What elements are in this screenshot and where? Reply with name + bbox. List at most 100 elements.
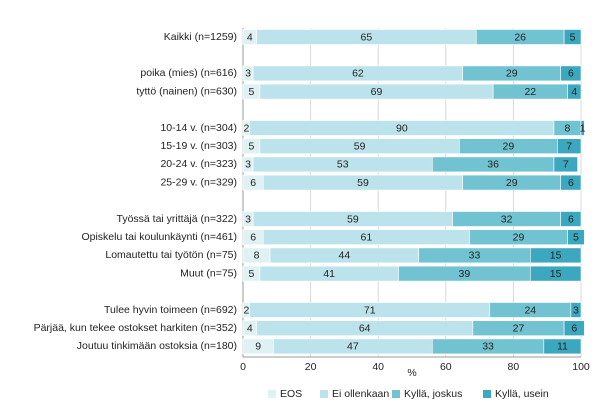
data-label: 29	[506, 68, 518, 80]
data-label: 65	[361, 31, 373, 43]
x-tick-label: 80	[508, 361, 520, 373]
bar-segment	[560, 174, 582, 191]
bar-segment	[567, 83, 582, 100]
y-tick-label: Pärjää, kun tekee ostokset harkiten (n=3…	[34, 322, 237, 334]
bar-segment	[563, 320, 585, 337]
data-label: 41	[323, 268, 335, 280]
x-tick-label: 100	[572, 361, 590, 373]
bar-segment	[580, 120, 585, 136]
data-label: 29	[506, 177, 518, 189]
data-label: 44	[339, 250, 351, 262]
data-label: 29	[513, 231, 525, 243]
data-label: 5	[249, 86, 255, 98]
data-label: 26	[514, 31, 526, 43]
x-tick-label: 0	[240, 361, 246, 373]
y-tick-label: Lomautettu tai työtön (n=75)	[105, 249, 237, 261]
x-tick-label: 60	[440, 361, 452, 373]
y-tick-label: Työssä tai yrittäjä (n=322)	[116, 213, 237, 225]
data-label: 6	[250, 177, 256, 189]
data-label: 7	[563, 159, 569, 171]
data-label: 5	[570, 31, 576, 43]
legend-swatch	[392, 390, 400, 398]
data-label: 5	[249, 140, 255, 152]
data-label: 2	[243, 122, 249, 134]
data-label: 6	[250, 231, 256, 243]
bar-segment	[567, 229, 585, 245]
bar-segment	[570, 302, 582, 318]
y-tick-label: Joutuu tinkimään ostoksia (n=180)	[77, 340, 237, 352]
data-label: 9	[255, 341, 261, 353]
x-tick-label: 40	[372, 361, 384, 373]
bar-segment	[543, 338, 582, 355]
bar-segment	[529, 265, 582, 282]
data-label: 4	[571, 86, 577, 98]
legend-label: EOS	[280, 388, 302, 400]
legend-swatch	[320, 390, 328, 398]
data-label: 1	[580, 122, 586, 134]
data-label: 3	[245, 68, 251, 80]
data-label: 3	[245, 213, 251, 225]
bar-segment	[560, 65, 582, 82]
data-label: 6	[568, 177, 574, 189]
y-tick-label: Kaikki (n=1259)	[164, 31, 237, 43]
data-label: 3	[245, 159, 251, 171]
data-label: 69	[371, 86, 383, 98]
y-tick-label: Opiskelu tai koulunkäynti (n=461)	[81, 231, 237, 243]
data-label: 6	[568, 213, 574, 225]
data-label: 59	[347, 213, 359, 225]
data-label: 33	[482, 341, 494, 353]
data-label: 39	[459, 268, 471, 280]
data-label: 3	[573, 304, 579, 316]
legend-label: Kyllä, usein	[495, 388, 549, 400]
y-tick-label: 25-29 v. (n=329)	[160, 176, 237, 188]
data-label: 5	[573, 231, 579, 243]
data-label: 6	[568, 68, 574, 80]
data-label: 15	[550, 268, 562, 280]
data-label: 8	[565, 122, 571, 134]
data-label: 4	[247, 322, 253, 334]
data-label: 8	[254, 250, 260, 262]
data-label: 27	[513, 322, 525, 334]
data-label: 4	[247, 31, 253, 43]
legend-label: Ei ollenkaan	[332, 388, 389, 400]
y-tick-label: Tulee hyvin toimeen (n=692)	[104, 304, 237, 316]
y-tick-label: 20-24 v. (n=323)	[160, 158, 237, 170]
data-label: 11	[557, 341, 568, 353]
y-tick-label: poika (mies) (n=616)	[140, 67, 237, 79]
data-label: 6	[571, 322, 577, 334]
bar-segment	[529, 247, 582, 264]
y-tick-label: 10-14 v. (n=304)	[160, 122, 237, 134]
data-label: 61	[361, 231, 373, 243]
data-label: 64	[359, 322, 371, 334]
data-label: 7	[566, 140, 572, 152]
data-label: 32	[501, 213, 513, 225]
data-label: 29	[502, 140, 514, 152]
data-label: 5	[249, 268, 255, 280]
data-label: 36	[487, 159, 499, 171]
x-tick-label: 20	[305, 361, 317, 373]
data-label: 59	[357, 177, 369, 189]
bar-segment	[553, 156, 578, 173]
data-label: 22	[524, 86, 536, 98]
data-label: 15	[550, 250, 562, 262]
data-label: 47	[347, 341, 359, 353]
data-label: 2	[243, 304, 249, 316]
bar-segment	[560, 211, 582, 227]
data-label: 62	[352, 68, 364, 80]
legend-swatch	[268, 390, 276, 398]
legend-label: Kyllä, joskus	[404, 388, 462, 400]
data-label: 90	[396, 122, 408, 134]
y-tick-label: tyttö (nainen) (n=630)	[136, 85, 237, 97]
data-label: 71	[364, 304, 376, 316]
data-label: 24	[524, 304, 536, 316]
data-label: 59	[354, 140, 366, 152]
bar-segment	[557, 138, 582, 154]
data-label: 33	[469, 250, 481, 262]
legend-swatch	[483, 390, 491, 398]
y-tick-label: Muut (n=75)	[180, 267, 237, 279]
bar-segment	[563, 29, 582, 45]
x-axis-label: %	[407, 367, 416, 379]
data-label: 53	[337, 159, 349, 171]
y-tick-label: 15-19 v. (n=303)	[160, 140, 237, 152]
